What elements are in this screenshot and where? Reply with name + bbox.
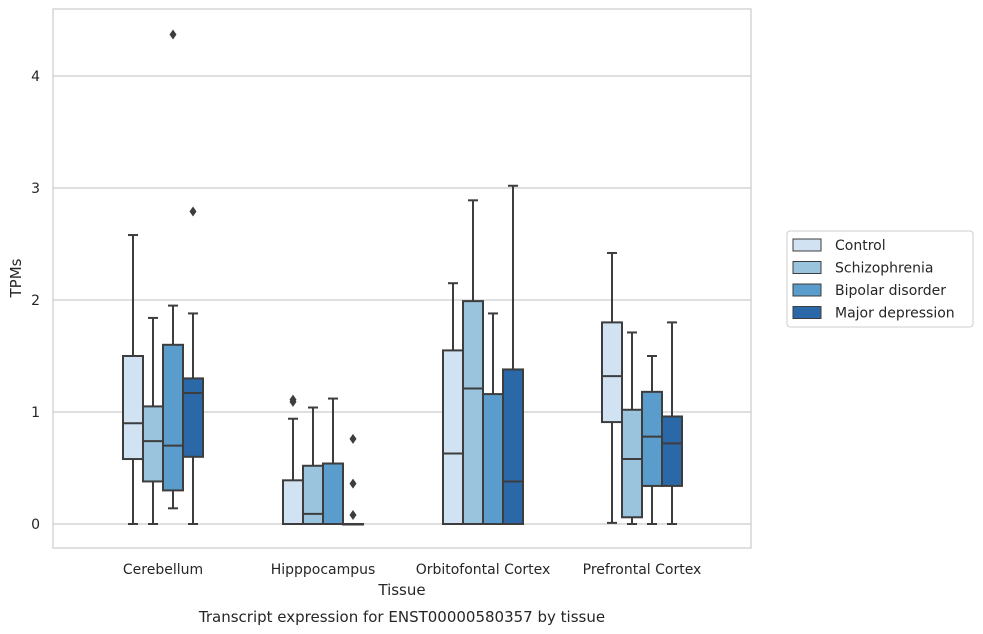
y-tick-3: 3: [31, 181, 40, 197]
box-body: [302, 464, 324, 526]
y-axis-label: TPMs: [7, 258, 25, 298]
box-body: [162, 343, 184, 492]
x-tick-labels: Cerebellum Hipppocampus Orbitofontal Corte…: [123, 562, 701, 578]
box-body: [122, 355, 144, 461]
x-axis-label: Tissue: [377, 581, 425, 599]
legend-swatch-3: [792, 306, 822, 319]
box-body: [322, 462, 344, 525]
outlier-point: [169, 29, 177, 40]
box-2-1: [462, 199, 484, 525]
outlier-point: [349, 433, 357, 444]
box-body: [442, 349, 464, 525]
outlier-point: [289, 394, 297, 405]
legend-label-2: Bipolar disorder: [835, 283, 946, 299]
legend-swatch-0: [792, 238, 822, 252]
box-3-3: [661, 321, 683, 525]
y-tick-2: 2: [31, 293, 40, 309]
box-body: [601, 321, 623, 424]
box-body: [282, 479, 304, 526]
box-2-0: [442, 282, 464, 525]
box-1-3: [342, 433, 364, 526]
box-body: [182, 377, 204, 458]
legend-frame: [786, 230, 974, 328]
box-body: [482, 393, 504, 525]
outlier-point: [189, 206, 197, 217]
box-body: [502, 368, 524, 525]
legend-swatch-1: [792, 261, 822, 274]
legend: Control Schizophrenia Bipolar disorder Majo…: [786, 230, 974, 328]
x-tick-3: Prefrontal Cortex: [583, 562, 702, 578]
box-1-0: [282, 394, 304, 526]
legend-label-3: Major depression: [835, 306, 955, 322]
box-3-0: [601, 251, 623, 524]
legend-label-1: Schizophrenia: [835, 261, 933, 277]
box-body: [621, 408, 643, 519]
y-tick-0: 0: [31, 517, 40, 533]
box-0-3: [182, 206, 204, 525]
chart-caption: Transcript expression for ENST0000058035…: [198, 608, 605, 626]
x-tick-2: Orbitofontal Cortex: [416, 562, 551, 578]
x-tick-0: Cerebellum: [123, 562, 203, 578]
box-3-1: [621, 331, 643, 525]
box-2-2: [482, 312, 504, 525]
y-tick-1: 1: [31, 405, 40, 421]
box-1-2: [322, 397, 344, 525]
y-tick-4: 4: [31, 69, 40, 85]
box-body: [641, 390, 663, 487]
boxes-layer: [122, 29, 683, 526]
outlier-point: [349, 478, 357, 489]
legend-label-0: Control: [835, 238, 886, 254]
plot-frame: [52, 8, 752, 549]
box-0-2: [162, 29, 184, 510]
y-tick-labels: 0 1 2 3 4: [31, 69, 40, 533]
box-body: [142, 405, 164, 483]
x-tick-1: Hipppocampus: [271, 562, 376, 578]
box-2-3: [502, 184, 524, 525]
outlier-point: [349, 510, 357, 521]
box-body: [661, 415, 683, 487]
box-0-0: [122, 234, 144, 525]
box-1-1: [302, 406, 324, 526]
legend-swatch-2: [792, 283, 822, 297]
box-body: [462, 300, 484, 525]
